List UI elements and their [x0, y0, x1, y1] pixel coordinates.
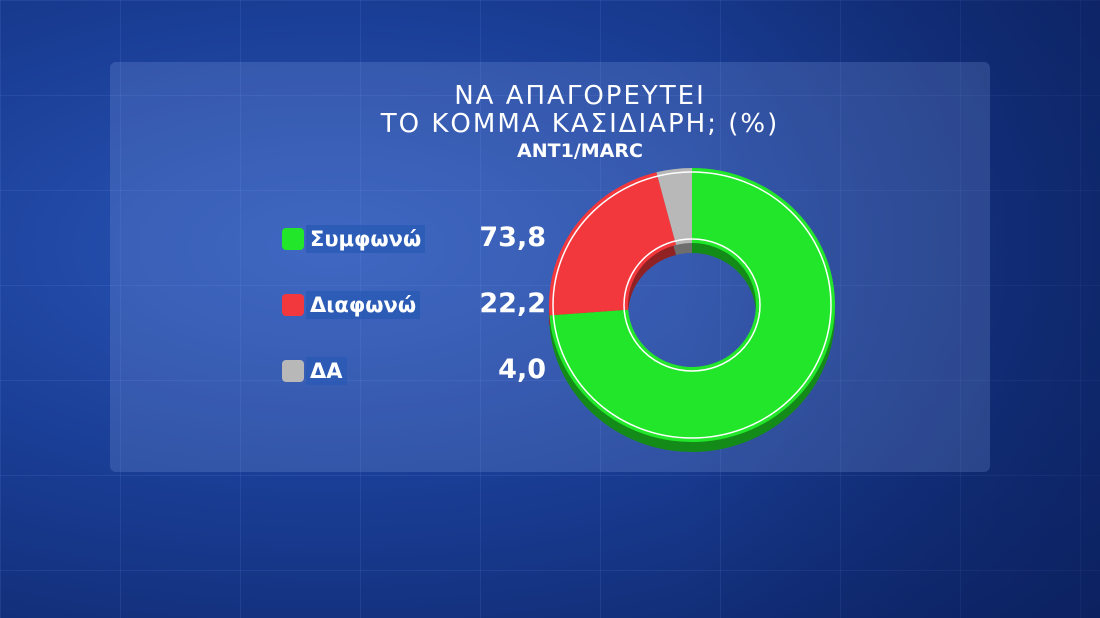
legend-item-dk: ΔΑ	[282, 357, 347, 385]
inner-ring-line	[623, 238, 761, 372]
chart-title-line2: ΤΟ ΚΟΜΜΑ ΚΑΣΙΔΙΑΡΗ; (%)	[380, 109, 780, 139]
legend-label: ΔΑ	[306, 357, 347, 385]
legend-swatch	[282, 228, 304, 250]
value-label: 73,8	[479, 222, 546, 253]
outer-ring-line	[552, 171, 832, 439]
value-label: 22,2	[479, 288, 546, 319]
legend-swatch	[282, 294, 304, 316]
legend-swatch	[282, 360, 304, 382]
chart-panel	[110, 62, 990, 472]
chart-source: ANT1/MARC	[517, 140, 643, 162]
legend-item-agree: Συμφωνώ	[282, 225, 426, 253]
slice-1	[548, 172, 677, 316]
slice-0	[549, 168, 836, 442]
legend-label: Διαφωνώ	[306, 291, 421, 319]
chart-title: ΝΑ ΑΠΑΓΟΡΕΥΤΕΙ	[454, 81, 706, 111]
background-blocks	[680, 0, 1100, 618]
slice-2	[656, 168, 692, 245]
legend-label: Συμφωνώ	[306, 225, 426, 253]
value-label: 4,0	[498, 354, 546, 385]
legend-item-disagree: Διαφωνώ	[282, 291, 421, 319]
